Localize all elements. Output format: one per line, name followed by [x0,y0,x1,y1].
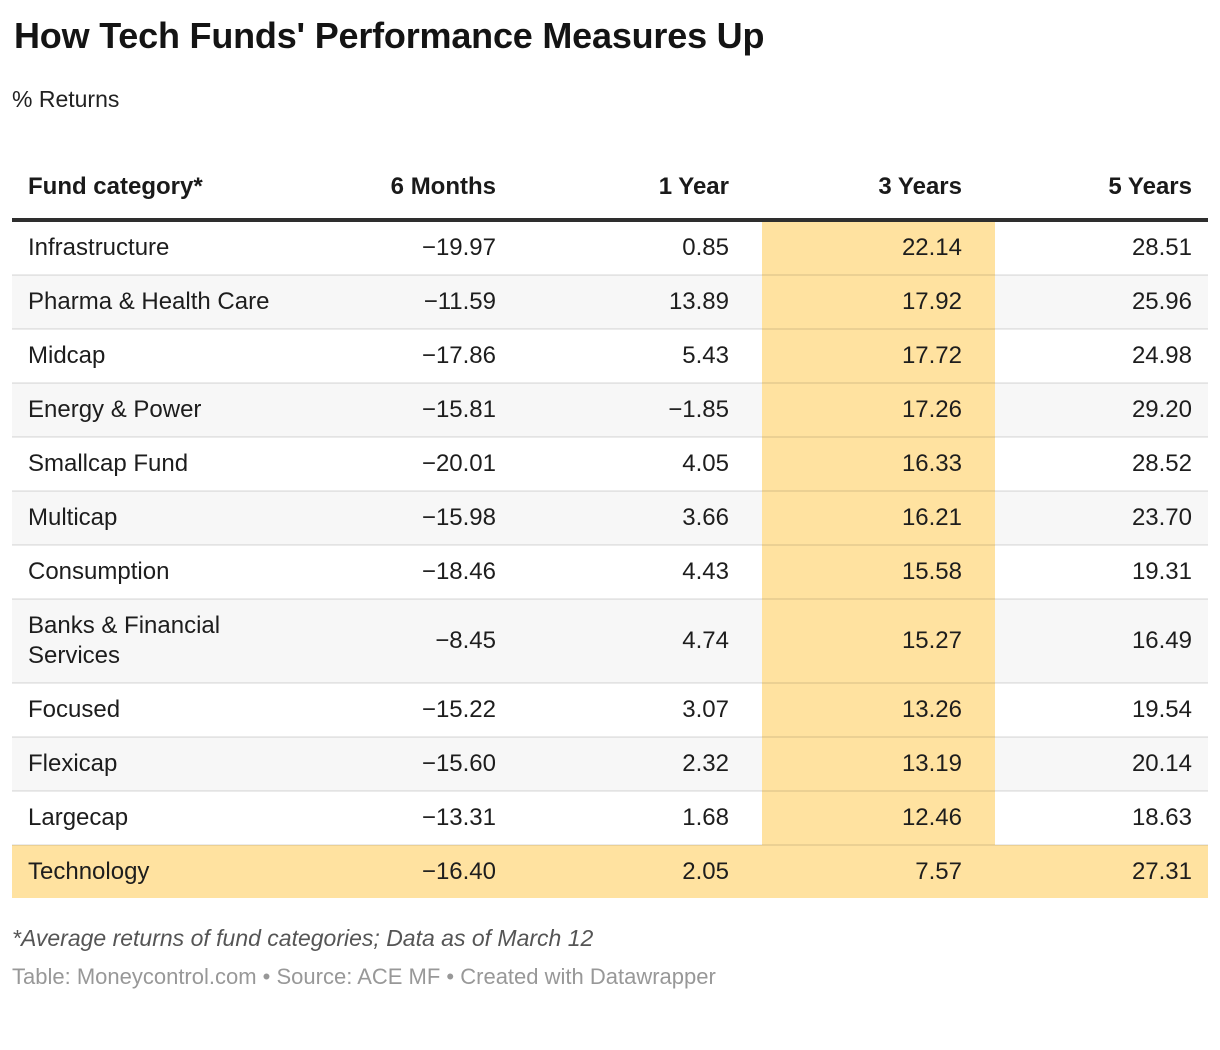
cell-6-months: −8.45 [296,598,529,683]
cell-5-years: 29.20 [995,382,1208,437]
cell-fund-category: Midcap [12,328,296,383]
cell-6-months: −19.97 [421,234,496,261]
cell-1-year: 2.05 [529,844,762,898]
column-header-fund-category: Fund category* [12,158,296,222]
table-row: Largecap −13.31 1.68 12.46 18.63 [12,790,1208,845]
cell-6-months: −15.22 [296,682,529,737]
cell-3-years: 17.72 [762,328,995,383]
cell-3-years: 17.92 [762,274,995,329]
chart-title: How Tech Funds' Performance Measures Up [14,15,765,56]
cell-3-years: 17.26 [762,382,995,437]
footnote: *Average returns of fund categories; Dat… [12,925,594,951]
table-row: Infrastructure −19.97 0.85 22.14 28.51 [12,220,1208,275]
cell-3-years: 16.21 [762,490,995,545]
cell-fund-category: Largecap [12,790,296,845]
cell-1-year: 4.74 [529,598,762,683]
returns-table: Fund category* 6 Months 1 Year 3 Years 5… [12,158,1208,898]
table-row: Consumption −18.46 4.43 15.58 19.31 [12,544,1208,599]
cell-3-years: 12.46 [762,790,995,845]
cell-6-months: −18.46 [296,544,529,599]
column-header-6-months: 6 Months [296,158,529,222]
cell-5-years: 27.31 [995,844,1208,898]
cell-5-years: 19.31 [995,544,1208,599]
cell-6-months: −15.98 [296,490,529,545]
cell-1-year: 5.43 [529,328,762,383]
cell-1-year: 3.66 [529,490,762,545]
cell-1-year: 1.68 [529,790,762,845]
cell-5-years: 18.63 [995,790,1208,845]
cell-3-years: 15.27 [762,598,995,683]
cell-fund-category: Banks & Financial Services [12,598,296,683]
cell-1-year: 0.85 [682,234,729,261]
cell-1-year: 2.32 [529,736,762,791]
table-row: Pharma & Health Care −11.59 13.89 17.92 … [12,274,1208,329]
cell-1-year: 13.89 [529,274,762,329]
cell-fund-category: Focused [12,682,296,737]
cell-6-months: −11.59 [296,274,529,329]
column-header-5-years: 5 Years [995,158,1208,222]
cell-5-years: 24.98 [995,328,1208,383]
table-row: Technology −16.40 2.05 7.57 27.31 [12,844,1208,898]
cell-6-months: −20.01 [296,436,529,491]
table-row: Smallcap Fund −20.01 4.05 16.33 28.52 [12,436,1208,491]
cell-6-months: −15.60 [296,736,529,791]
cell-6-months: −16.40 [296,844,529,898]
cell-5-years: 28.52 [995,436,1208,491]
column-header-1-year: 1 Year [529,158,762,222]
cell-6-months: −15.81 [296,382,529,437]
cell-5-years: 25.96 [995,274,1208,329]
cell-3-years: 15.58 [762,544,995,599]
cell-3-years: 13.19 [762,736,995,791]
table-row: Midcap −17.86 5.43 17.72 24.98 [12,328,1208,383]
cell-1-year: 4.43 [529,544,762,599]
cell-5-years: 16.49 [995,598,1208,683]
header-row: Fund category* 6 Months 1 Year 3 Years 5… [12,158,1208,222]
column-header-3-years: 3 Years [762,158,995,222]
table-body: Infrastructure −19.97 0.85 22.14 28.51 P… [12,220,1208,898]
cell-fund-category: Smallcap Fund [12,436,296,491]
cell-3-years: 16.33 [762,436,995,491]
table-row: Banks & Financial Services −8.45 4.74 15… [12,598,1208,683]
cell-fund-category: Consumption [12,544,296,599]
cell-fund-category: Multicap [12,490,296,545]
cell-3-years: 13.26 [762,682,995,737]
cell-3-years: 22.14 [762,220,995,275]
chart-subtitle: % Returns [12,86,120,112]
cell-5-years: 20.14 [995,736,1208,791]
cell-5-years: 28.51 [1131,234,1192,261]
cell-fund-category: Pharma & Health Care [12,274,296,329]
cell-3-years: 7.57 [762,844,995,898]
cell-5-years: 23.70 [995,490,1208,545]
attribution: Table: Moneycontrol.com • Source: ACE MF… [12,964,716,989]
cell-6-months: −17.86 [296,328,529,383]
table-row: Focused −15.22 3.07 13.26 19.54 [12,682,1208,737]
table-header: Fund category* 6 Months 1 Year 3 Years 5… [12,158,1208,222]
cell-1-year: 3.07 [529,682,762,737]
cell-1-year: 4.05 [529,436,762,491]
cell-fund-category: Technology [12,844,296,898]
datawrapper-table-page: How Tech Funds' Performance Measures Up … [12,14,1208,990]
cell-6-months: −13.31 [296,790,529,845]
table-row: Flexicap −15.60 2.32 13.19 20.14 [12,736,1208,791]
cell-fund-category: Energy & Power [12,382,296,437]
table-row: Multicap −15.98 3.66 16.21 23.70 [12,490,1208,545]
cell-fund-category: Flexicap [12,736,296,791]
cell-5-years: 19.54 [995,682,1208,737]
table-row: Energy & Power −15.81 −1.85 17.26 29.20 [12,382,1208,437]
cell-1-year: −1.85 [529,382,762,437]
cell-fund-category: Infrastructure [28,234,170,261]
